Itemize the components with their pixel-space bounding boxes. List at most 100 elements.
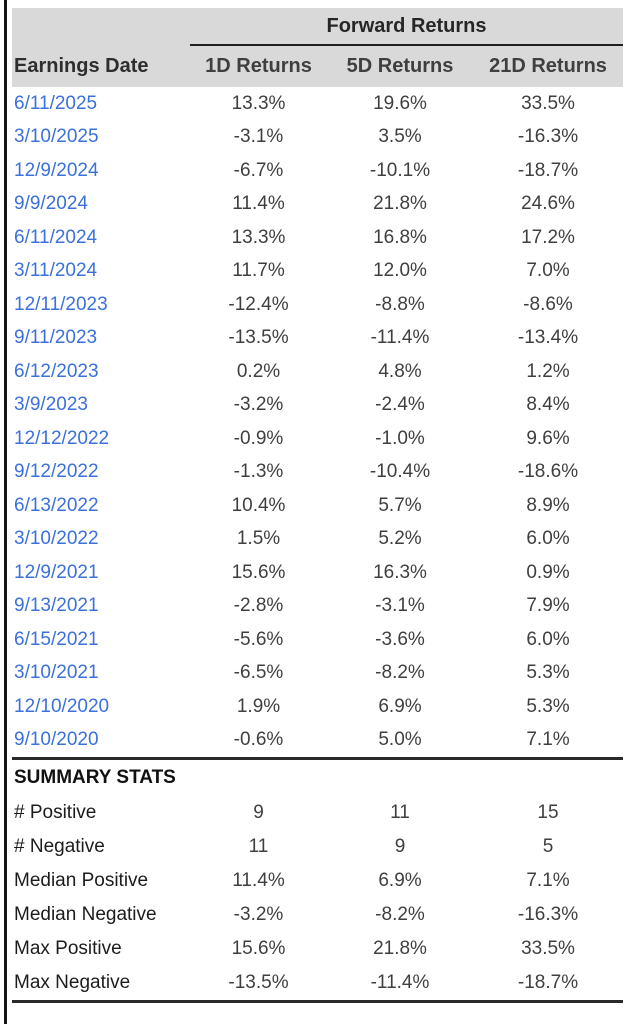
earnings-date-link[interactable]: 12/9/2024	[14, 159, 99, 181]
table-row: 6/12/2023 0.2% 4.8% 1.2%	[12, 355, 623, 389]
summary-stat-label: Max Negative	[14, 972, 131, 993]
column-header-5d-returns: 5D Returns	[346, 55, 454, 77]
value-21d-returns: -16.3%	[517, 126, 579, 148]
table-row: 6/11/2025 13.3% 19.6% 33.5%	[12, 87, 623, 121]
value-5d-returns: -2.4%	[375, 394, 425, 416]
earnings-date-link[interactable]: 9/12/2022	[14, 461, 99, 483]
window-left-border	[4, 0, 7, 1024]
earnings-date-link[interactable]: 3/9/2023	[14, 394, 88, 416]
earnings-date-link[interactable]: 9/9/2024	[14, 193, 88, 215]
table-row: 9/10/2020 -0.6% 5.0% 7.1%	[12, 724, 623, 758]
table-bottom-rule	[12, 1000, 623, 1003]
summary-value-1d: 11	[248, 836, 269, 857]
value-1d-returns: -1.3%	[233, 461, 284, 483]
summary-value-1d: 9	[253, 802, 264, 823]
summary-row: # Positive 9 11 15	[12, 796, 623, 830]
value-1d-returns: -5.6%	[233, 628, 284, 650]
value-21d-returns: 6.0%	[526, 628, 570, 650]
table-row: 6/11/2024 13.3% 16.8% 17.2%	[12, 221, 623, 255]
value-21d-returns: -13.4%	[517, 327, 579, 349]
earnings-date-link[interactable]: 6/12/2023	[14, 360, 99, 382]
value-1d-returns: 15.6%	[231, 561, 286, 583]
value-21d-returns: 7.0%	[526, 260, 570, 282]
value-5d-returns: 3.5%	[378, 126, 422, 148]
earnings-date-link[interactable]: 12/10/2020	[14, 695, 110, 717]
summary-value-21d: 15	[537, 802, 559, 823]
summary-stat-label: # Negative	[14, 836, 105, 857]
table-row: 9/11/2023 -13.5% -11.4% -13.4%	[12, 322, 623, 356]
table-row: 12/10/2020 1.9% 6.9% 5.3%	[12, 690, 623, 724]
earnings-date-link[interactable]: 3/10/2022	[14, 528, 99, 550]
earnings-date-link[interactable]: 3/10/2021	[14, 662, 99, 684]
summary-stat-label: # Positive	[14, 802, 97, 823]
summary-value-21d: 5	[542, 836, 554, 857]
earnings-date-link[interactable]: 12/12/2022	[14, 427, 110, 449]
value-1d-returns: 10.4%	[231, 494, 286, 516]
earnings-date-link[interactable]: 12/11/2023	[14, 293, 108, 315]
summary-value-21d: -16.3%	[517, 904, 579, 925]
value-1d-returns: -0.9%	[233, 427, 284, 449]
column-header-1d-returns: 1D Returns	[205, 55, 312, 77]
value-1d-returns: 11.4%	[232, 193, 285, 215]
summary-value-5d: 11	[390, 802, 410, 823]
summary-value-1d: -13.5%	[228, 972, 289, 993]
earnings-date-link[interactable]: 9/13/2021	[14, 595, 99, 617]
value-21d-returns: -8.6%	[523, 293, 573, 315]
summary-row: Max Positive 15.6% 21.8% 33.5%	[12, 932, 623, 966]
value-5d-returns: -3.6%	[375, 628, 425, 650]
value-5d-returns: 5.0%	[378, 729, 422, 751]
value-1d-returns: 11.7%	[232, 260, 285, 282]
value-21d-returns: 6.0%	[526, 528, 570, 550]
value-21d-returns: 9.6%	[526, 427, 570, 449]
value-1d-returns: 13.3%	[231, 226, 286, 248]
table-row: 3/10/2022 1.5% 5.2% 6.0%	[12, 523, 623, 557]
summary-value-21d: 33.5%	[521, 938, 575, 959]
value-5d-returns: -8.8%	[375, 293, 425, 315]
value-1d-returns: 13.3%	[231, 92, 286, 114]
summary-value-5d: 21.8%	[373, 938, 427, 959]
value-5d-returns: -1.0%	[375, 427, 425, 449]
summary-section: SUMMARY STATS # Positive 9 11 15 # Negative 1…	[12, 757, 623, 1000]
table-title: Forward Returns	[190, 8, 623, 46]
value-21d-returns: 7.1%	[526, 729, 570, 751]
value-21d-returns: 5.3%	[526, 662, 570, 684]
value-5d-returns: 16.8%	[373, 226, 427, 248]
column-header-row: Earnings Date 1D Returns 5D Returns 21D …	[12, 46, 623, 87]
forward-returns-table: Forward Returns Earnings Date 1D Returns…	[12, 8, 623, 1003]
summary-value-1d: 15.6%	[231, 938, 286, 959]
earnings-date-link[interactable]: 9/10/2020	[14, 729, 99, 751]
value-5d-returns: 12.0%	[373, 260, 427, 282]
earnings-date-link[interactable]: 3/11/2024	[14, 260, 98, 282]
table-body: 6/11/2025 13.3% 19.6% 33.5% 3/10/2025 -3.1% 3.…	[12, 87, 623, 757]
value-21d-returns: -18.6%	[517, 461, 579, 483]
summary-row: Max Negative -13.5% -11.4% -18.7%	[12, 966, 623, 1000]
table-row: 12/11/2023 -12.4% -8.8% -8.6%	[12, 288, 623, 322]
summary-value-5d: -11.4%	[370, 972, 430, 993]
value-21d-returns: -18.7%	[517, 159, 579, 181]
earnings-date-link[interactable]: 3/10/2025	[14, 126, 99, 148]
summary-value-1d: -3.2%	[233, 904, 284, 925]
column-header-21d-returns: 21D Returns	[489, 55, 607, 77]
value-21d-returns: 5.3%	[526, 695, 570, 717]
value-5d-returns: -10.1%	[369, 159, 431, 181]
value-1d-returns: -2.8%	[233, 595, 284, 617]
value-21d-returns: 17.2%	[521, 226, 575, 248]
earnings-date-link[interactable]: 6/11/2024	[14, 226, 98, 248]
value-5d-returns: 5.2%	[378, 528, 422, 550]
earnings-date-link[interactable]: 9/11/2023	[14, 327, 98, 349]
earnings-date-link[interactable]: 6/13/2022	[14, 494, 99, 516]
summary-row: Median Positive 11.4% 6.9% 7.1%	[12, 864, 623, 898]
table-row: 3/11/2024 11.7% 12.0% 7.0%	[12, 255, 623, 289]
table-row: 6/13/2022 10.4% 5.7% 8.9%	[12, 489, 623, 523]
summary-value-1d: 11.4%	[232, 870, 285, 891]
value-5d-returns: -3.1%	[375, 595, 425, 617]
table-row: 9/12/2022 -1.3% -10.4% -18.6%	[12, 456, 623, 490]
table-row: 12/9/2021 15.6% 16.3% 0.9%	[12, 556, 623, 590]
earnings-date-link[interactable]: 6/15/2021	[14, 628, 99, 650]
earnings-date-link[interactable]: 12/9/2021	[14, 561, 99, 583]
value-21d-returns: 7.9%	[526, 595, 570, 617]
column-header-earnings-date: Earnings Date	[14, 55, 149, 77]
value-1d-returns: -3.1%	[233, 126, 284, 148]
earnings-date-link[interactable]: 6/11/2025	[14, 92, 98, 114]
